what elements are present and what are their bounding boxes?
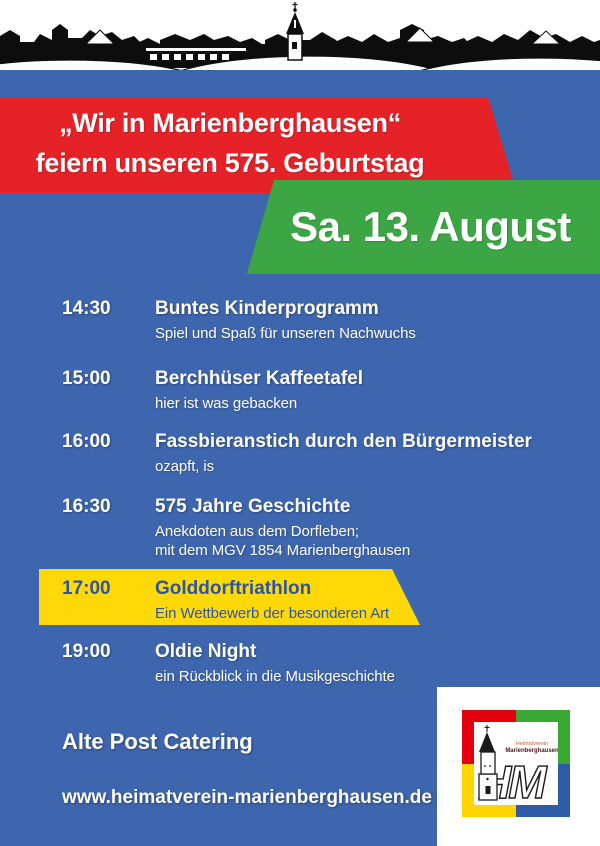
event-title: Fassbieranstich durch den Bürgermeister: [155, 431, 532, 452]
event-title: Oldie Night: [155, 641, 257, 662]
event-detail: hier ist was gebacken: [155, 395, 298, 412]
event-detail: Spiel und Spaß für unseren Nachwuchs: [155, 325, 416, 342]
event-title: Golddorftriathlon: [155, 578, 312, 599]
logo-church-icon: [478, 725, 498, 801]
event-detail: ein Rückblick in die Musikgeschichte: [155, 668, 395, 685]
event-title: Buntes Kinderprogramm: [155, 298, 379, 319]
village-skyline-graphic: [0, 0, 600, 70]
event-time: 16:00: [62, 431, 111, 452]
event-detail: ozapft, is: [155, 458, 215, 475]
event-time: 19:00: [62, 641, 111, 662]
date-banner: Sa. 13. August: [247, 180, 600, 274]
website-url: www.heimatverein-marienberghausen.de: [62, 787, 432, 808]
white-gable-houses: [84, 27, 562, 45]
title-banner: „Wir in Marienberghausen“ feiern unseren…: [0, 97, 517, 193]
event-time: 17:00: [62, 578, 111, 599]
heimatverein-logo: HM Heimatverein Marienberghausen: [477, 725, 558, 805]
poster-title-line1: „Wir in Marienberghausen“: [59, 108, 401, 138]
logo-org-line2: Marienberghausen: [505, 748, 558, 754]
logo-panel: HM Heimatverein Marienberghausen: [437, 687, 600, 846]
logo-org-line1: Heimatverein: [516, 741, 548, 747]
church-tower-icon: [286, 2, 304, 61]
rolling-hills: [0, 55, 600, 70]
event-title: 575 Jahre Geschichte: [155, 496, 351, 517]
event-title: Berchhüser Kaffeetafel: [155, 368, 364, 389]
event-time: 14:30: [62, 298, 111, 319]
event-detail: mit dem MGV 1854 Marienberghausen: [155, 542, 411, 559]
event-time: 16:30: [62, 496, 111, 517]
catering-note: Alte Post Catering: [62, 729, 253, 754]
poster-title-line2: feiern unseren 575. Geburtstag: [35, 148, 425, 178]
event-time: 15:00: [62, 368, 111, 389]
event-detail: Anekdoten aus dem Dorfleben;: [155, 523, 359, 540]
highlight-ribbon: [39, 569, 420, 625]
event-date: Sa. 13. August: [290, 203, 571, 250]
event-detail: Ein Wettbewerb der besonderen Art: [155, 605, 390, 622]
building-windows: [146, 48, 246, 60]
logo-color-frame: HM Heimatverein Marienberghausen: [462, 710, 570, 817]
logo-inner: HM Heimatverein Marienberghausen: [474, 722, 558, 805]
